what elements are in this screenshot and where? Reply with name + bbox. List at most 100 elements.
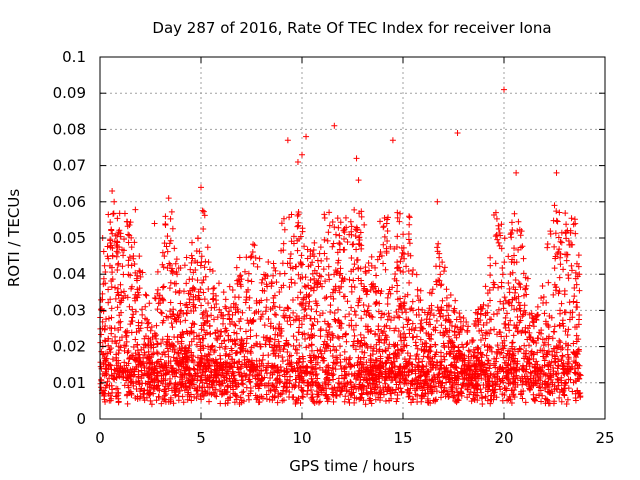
data-point xyxy=(399,249,406,256)
data-point xyxy=(106,361,113,368)
data-point xyxy=(172,391,179,398)
data-point xyxy=(409,298,416,305)
data-point xyxy=(451,348,458,355)
data-point xyxy=(160,283,167,290)
data-point xyxy=(376,332,383,339)
data-point xyxy=(352,376,359,383)
data-point xyxy=(526,386,533,393)
data-point xyxy=(142,303,149,310)
data-point xyxy=(554,376,561,383)
data-point xyxy=(337,219,344,226)
data-point xyxy=(372,357,379,364)
data-point xyxy=(357,373,364,380)
data-point xyxy=(157,368,164,375)
data-point xyxy=(321,379,328,386)
data-point xyxy=(517,391,524,398)
data-point xyxy=(513,169,520,176)
data-point xyxy=(347,354,354,361)
data-point xyxy=(311,239,318,246)
data-point xyxy=(240,398,247,405)
data-point xyxy=(344,238,351,245)
data-point xyxy=(522,399,529,406)
data-point xyxy=(303,344,310,351)
data-point xyxy=(401,255,408,262)
data-point xyxy=(131,260,138,267)
data-point xyxy=(210,285,217,292)
data-point xyxy=(317,244,324,251)
data-point xyxy=(299,393,306,400)
data-point xyxy=(311,352,318,359)
data-point xyxy=(289,296,296,303)
y-tick-label: 0.06 xyxy=(53,193,86,211)
data-point xyxy=(398,245,405,251)
data-point xyxy=(341,293,348,300)
data-point xyxy=(520,270,527,277)
data-point xyxy=(232,304,239,311)
data-point xyxy=(402,377,409,384)
data-point xyxy=(230,390,237,397)
data-point xyxy=(309,270,316,277)
data-point xyxy=(534,365,541,372)
data-point xyxy=(521,342,528,349)
data-point xyxy=(143,360,150,367)
data-point xyxy=(501,235,508,242)
data-point xyxy=(164,265,171,272)
data-point xyxy=(248,278,255,285)
data-point xyxy=(438,322,445,329)
data-point xyxy=(516,305,523,312)
data-point xyxy=(176,289,183,296)
data-point xyxy=(147,360,154,367)
data-point xyxy=(498,377,505,384)
data-point xyxy=(561,382,568,389)
data-point xyxy=(409,396,416,403)
data-point xyxy=(464,340,471,347)
data-point xyxy=(405,368,412,375)
data-point xyxy=(308,342,315,349)
data-point xyxy=(327,308,334,315)
data-point xyxy=(295,208,302,215)
data-point xyxy=(360,369,367,376)
data-point xyxy=(107,392,114,399)
data-point xyxy=(249,249,256,256)
data-point xyxy=(116,210,123,217)
data-point xyxy=(126,389,133,396)
data-point xyxy=(195,362,202,369)
data-point xyxy=(121,382,128,389)
data-point xyxy=(542,384,549,391)
x-tick-label: 20 xyxy=(494,429,513,447)
data-point xyxy=(294,223,301,230)
data-point xyxy=(171,245,178,252)
data-point xyxy=(161,396,168,403)
data-point xyxy=(183,280,190,287)
data-point xyxy=(313,308,320,315)
data-point xyxy=(341,375,348,382)
data-point xyxy=(572,359,579,366)
data-point xyxy=(519,381,526,388)
data-point xyxy=(392,351,399,358)
data-point xyxy=(359,382,366,389)
data-point xyxy=(292,382,299,389)
data-point xyxy=(552,355,559,362)
data-point xyxy=(385,384,392,391)
data-point xyxy=(453,385,460,392)
data-point xyxy=(290,333,297,340)
data-point xyxy=(451,305,458,312)
data-point xyxy=(391,327,398,334)
data-point xyxy=(369,363,376,370)
data-point xyxy=(395,366,402,373)
data-point xyxy=(224,388,231,395)
data-point xyxy=(453,359,460,366)
data-point xyxy=(210,296,217,303)
data-point xyxy=(269,381,276,388)
data-point xyxy=(126,254,133,261)
data-point xyxy=(148,366,155,373)
data-point xyxy=(299,261,306,268)
data-point xyxy=(236,318,243,325)
data-point xyxy=(360,302,367,309)
data-point xyxy=(188,329,195,336)
data-point xyxy=(147,379,154,386)
data-point xyxy=(570,349,577,356)
data-point xyxy=(487,272,494,279)
data-point xyxy=(501,259,508,266)
data-point xyxy=(476,328,483,335)
